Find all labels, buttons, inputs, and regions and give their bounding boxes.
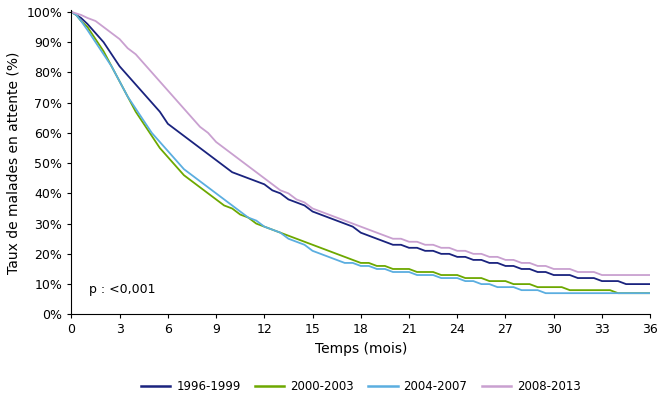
Text: p : <0,001: p : <0,001	[88, 283, 155, 296]
Legend: 1996-1999, 2000-2003, 2004-2007, 2008-2013: 1996-1999, 2000-2003, 2004-2007, 2008-20…	[136, 375, 585, 397]
Y-axis label: Taux de malades en attente (%): Taux de malades en attente (%)	[7, 51, 21, 274]
X-axis label: Temps (mois): Temps (mois)	[315, 342, 407, 356]
